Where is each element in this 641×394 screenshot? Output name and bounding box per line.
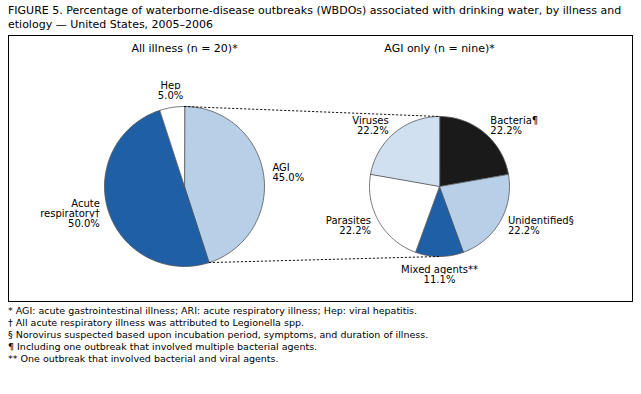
svg-text:Hep5.0%: Hep5.0% (158, 80, 183, 101)
svg-text:Bacteria¶22.2%: Bacteria¶22.2% (490, 115, 538, 136)
html-text:¶ Including one outbreak that: ¶ Including one outbreak that involved m… (8, 341, 318, 352)
svg-text:Acuterespiratory†50.0%: Acuterespiratory†50.0% (40, 198, 100, 229)
svg-text:Unidentified§22.2%: Unidentified§22.2% (508, 215, 574, 236)
svg-text:AGI45.0%: AGI45.0% (272, 162, 304, 183)
html-text:** One outbreak that involved: ** One outbreak that involved bacterial … (8, 353, 279, 364)
html-text:FIGURE 5. Percentage of waterb: FIGURE 5. Percentage of waterborne-disea… (8, 4, 622, 31)
svg-text:AGI only (n = nine)*: AGI only (n = nine)* (384, 42, 495, 55)
svg-text:Parasites22.2%: Parasites22.2% (326, 215, 371, 236)
html-text:* AGI: acute gastrointestinal: * AGI: acute gastrointestinal illness; A… (8, 305, 418, 316)
html-text:† All acute respiratory illnes: † All acute respiratory illness was attr… (8, 317, 304, 328)
html-text:§ Norovirus suspected based up: § Norovirus suspected based upon incubat… (8, 329, 429, 340)
svg-text:Viruses22.2%: Viruses22.2% (352, 115, 388, 136)
svg-text:All illness (n = 20)*: All illness (n = 20)* (131, 42, 238, 55)
svg-text:Mixed agents**11.1%: Mixed agents**11.1% (401, 264, 478, 285)
